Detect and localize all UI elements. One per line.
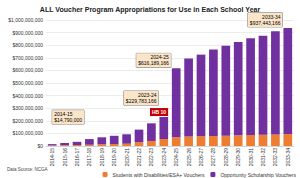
svg-text:2024-25: 2024-25	[173, 148, 179, 167]
svg-text:2029-30: 2029-30	[235, 148, 241, 167]
svg-text:2016-17: 2016-17	[74, 148, 80, 167]
svg-text:$100,000,000: $100,000,000	[12, 130, 43, 136]
svg-text:2025-26: 2025-26	[186, 148, 192, 167]
svg-text:2014-15: 2014-15	[49, 148, 55, 167]
svg-text:Data Source: NCGA: Data Source: NCGA	[7, 167, 48, 172]
svg-text:$14,790,000: $14,790,000	[54, 117, 82, 123]
svg-text:ALL Voucher Program Appropriat: ALL Voucher Program Appropriations for U…	[40, 6, 261, 14]
svg-text:2020-21: 2020-21	[124, 148, 130, 167]
svg-text:Students with Disabilities/ESA: Students with Disabilities/ESA+ Vouchers	[113, 172, 205, 178]
svg-text:$700,000,000: $700,000,000	[12, 55, 43, 61]
svg-text:$1,000,000,000: $1,000,000,000	[8, 17, 43, 23]
svg-text:2014-15: 2014-15	[54, 111, 73, 118]
svg-text:$900,000,000: $900,000,000	[12, 30, 43, 36]
svg-text:2017-18: 2017-18	[86, 148, 92, 167]
svg-text:$600,000,000: $600,000,000	[12, 67, 43, 73]
svg-text:2023-24: 2023-24	[138, 92, 157, 98]
svg-text:2028-29: 2028-29	[223, 148, 229, 167]
svg-text:$616,189,166: $616,189,166	[138, 60, 169, 66]
svg-text:2021-22: 2021-22	[136, 148, 142, 167]
svg-text:2026-27: 2026-27	[198, 148, 204, 167]
svg-text:2033-34: 2033-34	[285, 148, 291, 167]
svg-text:2033-34: 2033-34	[262, 13, 281, 20]
svg-text:2030-31: 2030-31	[248, 148, 254, 167]
svg-text:2024-25: 2024-25	[150, 54, 169, 61]
svg-text:$300,000,000: $300,000,000	[12, 105, 43, 111]
svg-text:2023-24: 2023-24	[161, 148, 167, 167]
svg-text:$200,000,000: $200,000,000	[12, 118, 43, 124]
svg-text:2019-20: 2019-20	[111, 148, 117, 167]
svg-text:$0: $0	[37, 143, 43, 149]
svg-text:2022-23: 2022-23	[148, 148, 154, 167]
svg-text:2032-33: 2032-33	[272, 148, 278, 167]
svg-text:2015-16: 2015-16	[62, 148, 68, 167]
svg-text:$400,000,000: $400,000,000	[12, 93, 43, 99]
svg-text:$229,783,166: $229,783,166	[126, 98, 157, 104]
svg-text:2018-19: 2018-19	[99, 148, 105, 167]
svg-text:$500,000,000: $500,000,000	[12, 80, 43, 86]
svg-text:Opportunity Scholarship Vouche: Opportunity Scholarship Vouchers	[220, 172, 296, 178]
svg-text:$800,000,000: $800,000,000	[12, 42, 43, 48]
svg-text:HB 10: HB 10	[152, 109, 166, 115]
svg-text:$937,443,166: $937,443,166	[250, 20, 281, 26]
svg-text:2031-32: 2031-32	[260, 148, 266, 167]
svg-text:2027-28: 2027-28	[210, 148, 216, 167]
